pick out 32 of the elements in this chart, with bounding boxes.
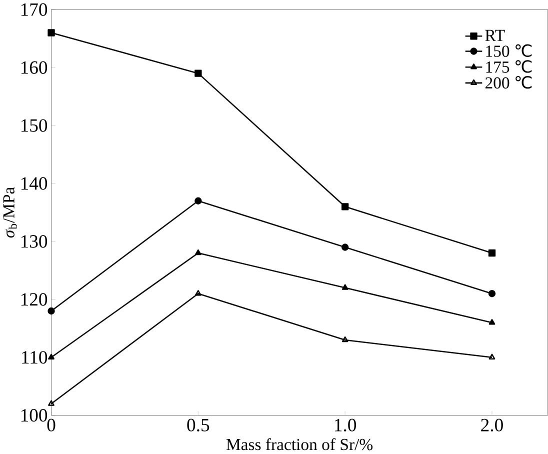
legend-label: 200 ℃ xyxy=(485,76,532,89)
point xyxy=(48,354,54,360)
x-tick-label: 2.0 xyxy=(481,419,503,432)
point xyxy=(488,250,496,257)
legend-label: 175 ℃ xyxy=(486,60,532,74)
legend-label: RT xyxy=(485,30,505,42)
x-tick-label: 0 xyxy=(47,419,56,432)
point xyxy=(48,29,55,37)
point xyxy=(488,290,496,298)
y-tick-label: 130 xyxy=(21,235,48,248)
point xyxy=(194,250,202,256)
legend-label: 150 ℃ xyxy=(486,44,532,58)
point xyxy=(194,70,202,78)
y-axis-title: σ$_{b}$/MPa xyxy=(3,187,17,238)
point xyxy=(342,336,348,342)
y-tick-label: 150 xyxy=(21,119,48,132)
x-tick-label: 0.5 xyxy=(187,419,210,432)
y-tick-label: 100 xyxy=(21,409,48,422)
point xyxy=(194,198,202,205)
point xyxy=(341,203,349,210)
point xyxy=(194,290,202,296)
y-tick-label: 140 xyxy=(21,177,48,190)
point xyxy=(488,319,496,325)
y-tick-label: 110 xyxy=(22,351,48,364)
point xyxy=(48,308,55,315)
point xyxy=(342,284,348,290)
y-tick-label: 170 xyxy=(21,4,48,16)
x-tick-label: 1.0 xyxy=(335,419,356,432)
y-tick-label: 120 xyxy=(21,293,48,306)
y-tick-label: 160 xyxy=(21,61,48,74)
x-axis-title: Mass fraction of Sr/% xyxy=(226,438,373,450)
point xyxy=(341,244,349,252)
